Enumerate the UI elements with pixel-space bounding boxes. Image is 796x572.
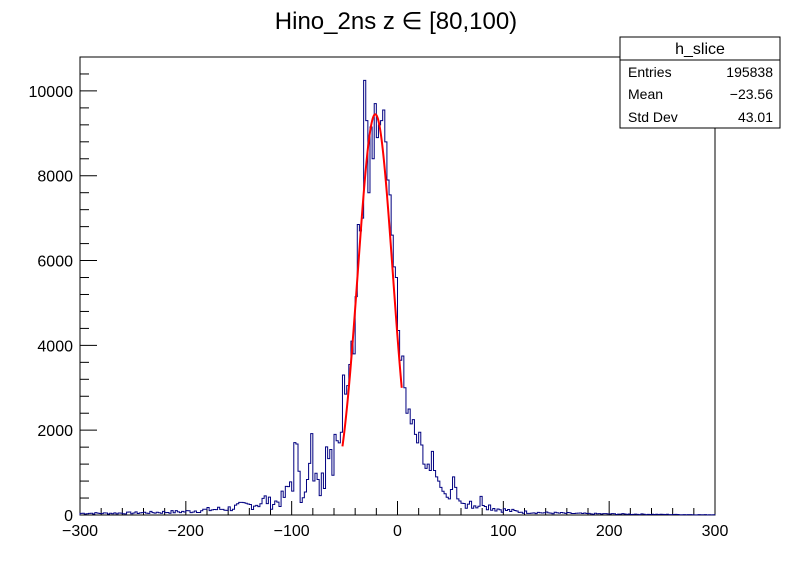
gaussian-fit-curve xyxy=(341,113,403,447)
y-tick-label: 6000 xyxy=(37,254,73,271)
stats-box-title: h_slice xyxy=(675,41,725,58)
stats-box-frame xyxy=(619,36,781,129)
y-tick-label: 4000 xyxy=(37,338,73,355)
x-tick-label: 200 xyxy=(596,523,623,540)
y-axis: 0 2000 4000 6000 8000 10000 xyxy=(29,56,97,525)
stats-entries-value: 195838 xyxy=(726,64,773,80)
x-tick-label: 100 xyxy=(490,523,517,540)
x-tick-label: −200 xyxy=(168,523,204,540)
y-tick-label: 0 xyxy=(64,508,73,525)
x-tick-label: −100 xyxy=(274,523,310,540)
histogram-series xyxy=(79,79,716,516)
y-tick-label: 2000 xyxy=(37,423,73,440)
x-tick-label: 0 xyxy=(393,523,402,540)
x-tick-label: −300 xyxy=(62,523,98,540)
chart-title: Hino_2ns z ∈ [80,100) xyxy=(275,8,517,35)
stats-stddev-value: 43.01 xyxy=(738,109,773,125)
x-axis: −300 −200 −100 0 100 200 300 xyxy=(62,501,728,540)
y-tick-label: 8000 xyxy=(37,169,73,186)
y-tick-label: 10000 xyxy=(29,84,74,101)
stats-stddev-label: Std Dev xyxy=(628,109,678,125)
x-tick-label: 300 xyxy=(702,523,729,540)
stats-entries-label: Entries xyxy=(628,64,672,80)
stats-mean-label: Mean xyxy=(628,86,663,102)
stats-mean-value: −23.56 xyxy=(730,86,773,102)
stats-box: h_slice Entries 195838 Mean −23.56 Std D… xyxy=(619,36,781,129)
